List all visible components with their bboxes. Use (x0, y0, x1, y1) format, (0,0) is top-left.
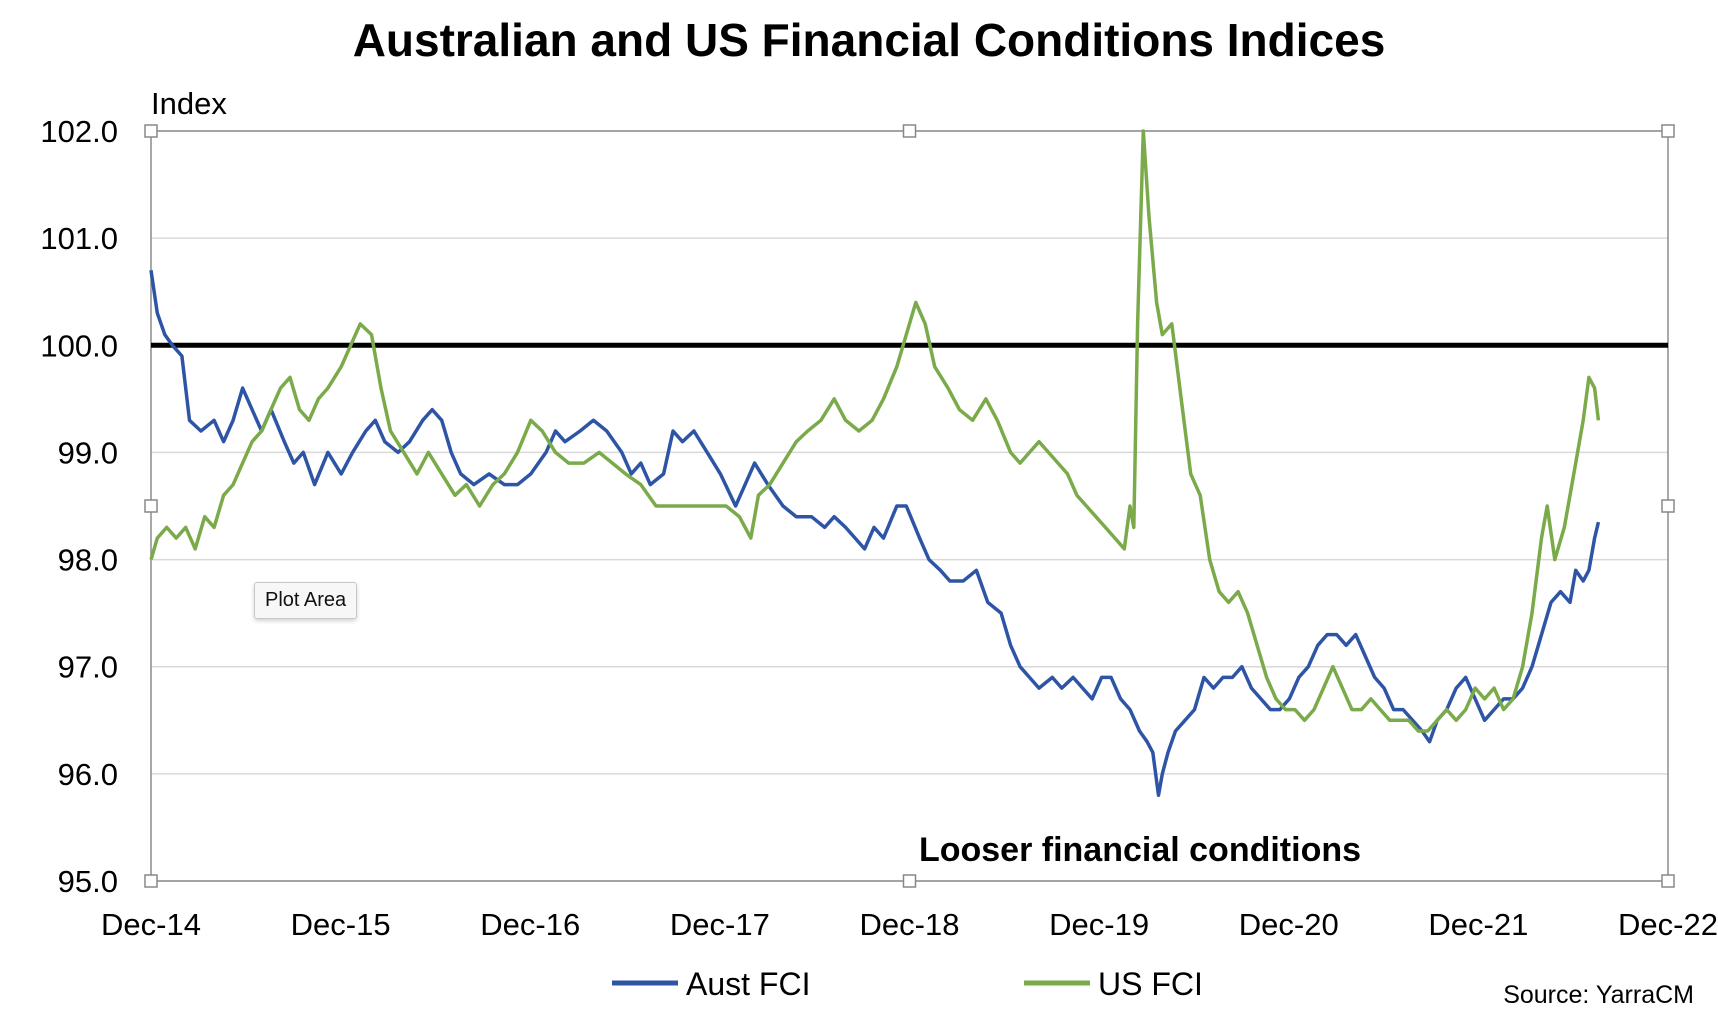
x-tick-label-1: Dec-15 (291, 907, 391, 942)
gridlines (151, 130, 1668, 882)
resize-handle-1[interactable] (902, 124, 917, 138)
chart-title: Australian and US Financial Conditions I… (353, 14, 1386, 66)
resize-handle-5[interactable] (144, 874, 158, 888)
y-tick-label-2: 97.0 (58, 650, 118, 685)
legend-label-us: US FCI (1098, 966, 1203, 1002)
series-lines (149, 129, 1601, 798)
resize-handle-6[interactable] (902, 874, 917, 888)
x-tick-label-7: Dec-21 (1428, 907, 1528, 942)
y-tick-label-1: 96.0 (58, 757, 118, 792)
x-tick-label-0: Dec-14 (101, 907, 201, 942)
plot-area-tooltip: Plot Area (254, 582, 358, 619)
annotation-looser-conditions: Looser financial conditions (919, 831, 1361, 869)
x-tick-label-8: Dec-22 (1618, 907, 1718, 942)
legend-label-aust: Aust FCI (686, 966, 810, 1002)
resize-handle-7[interactable] (1661, 874, 1675, 888)
y-axis-ticks: 95.0 96.0 97.0 98.0 99.0 100.0 101.0 102.0 (40, 114, 118, 899)
x-tick-label-5: Dec-19 (1049, 907, 1149, 942)
series-line-aust-fci (149, 270, 1601, 798)
x-tick-label-2: Dec-16 (480, 907, 580, 942)
source-note: Source: YarraCM (1503, 981, 1694, 1009)
x-axis-ticks: Dec-14 Dec-15 Dec-16 Dec-17 Dec-18 Dec-19 Dec-… (101, 907, 1718, 942)
y-axis-label: Index (151, 86, 227, 121)
y-tick-label-3: 98.0 (58, 543, 118, 578)
resize-handle-3[interactable] (144, 499, 158, 513)
series-line-us-fci (149, 129, 1601, 733)
x-tick-label-3: Dec-17 (670, 907, 770, 942)
y-tick-label-0: 95.0 (58, 864, 118, 899)
resize-handle-4[interactable] (1661, 499, 1675, 513)
plot-area-frame[interactable] (150, 130, 1669, 882)
y-tick-label-7: 102.0 (40, 114, 118, 149)
y-tick-label-5: 100.0 (40, 328, 118, 363)
x-tick-label-4: Dec-18 (860, 907, 960, 942)
selection-handles[interactable] (144, 124, 1675, 888)
resize-handle-2[interactable] (1661, 124, 1675, 138)
y-tick-label-6: 101.0 (40, 221, 118, 256)
resize-handle-0[interactable] (144, 124, 158, 138)
y-tick-label-4: 99.0 (58, 435, 118, 470)
x-tick-label-6: Dec-20 (1239, 907, 1339, 942)
